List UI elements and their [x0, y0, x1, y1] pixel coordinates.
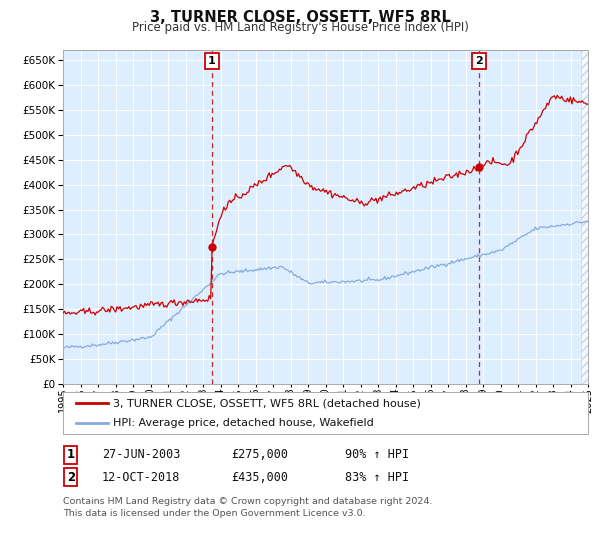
Text: 2: 2 [475, 57, 483, 66]
Text: Contains HM Land Registry data © Crown copyright and database right 2024.
This d: Contains HM Land Registry data © Crown c… [63, 497, 433, 518]
Text: £275,000: £275,000 [231, 448, 288, 461]
Text: 27-JUN-2003: 27-JUN-2003 [102, 448, 181, 461]
Text: 3, TURNER CLOSE, OSSETT, WF5 8RL (detached house): 3, TURNER CLOSE, OSSETT, WF5 8RL (detach… [113, 398, 421, 408]
Text: 90% ↑ HPI: 90% ↑ HPI [345, 448, 409, 461]
Text: 12-OCT-2018: 12-OCT-2018 [102, 470, 181, 484]
Text: 83% ↑ HPI: 83% ↑ HPI [345, 470, 409, 484]
Text: 1: 1 [67, 448, 75, 461]
Text: £435,000: £435,000 [231, 470, 288, 484]
Text: Price paid vs. HM Land Registry's House Price Index (HPI): Price paid vs. HM Land Registry's House … [131, 21, 469, 34]
Text: 3, TURNER CLOSE, OSSETT, WF5 8RL: 3, TURNER CLOSE, OSSETT, WF5 8RL [149, 10, 451, 25]
Text: 1: 1 [208, 57, 215, 66]
Text: 2: 2 [67, 470, 75, 484]
Text: HPI: Average price, detached house, Wakefield: HPI: Average price, detached house, Wake… [113, 418, 374, 428]
